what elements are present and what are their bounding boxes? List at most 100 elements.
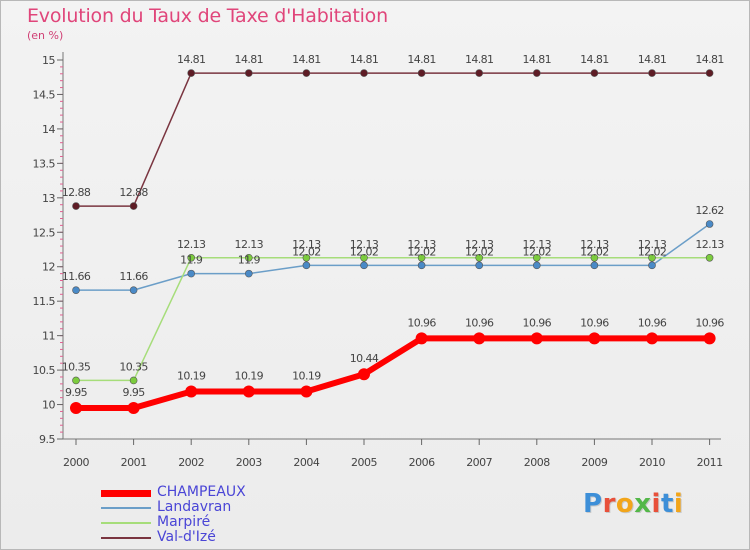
proxiti-logo: Proxiti (583, 489, 683, 519)
data-label: 11.9 (180, 254, 203, 267)
chart-title: Evolution du Taux de Taxe d'Habitation (27, 5, 388, 27)
series-line-marpiré (75, 257, 711, 382)
x-tick-label: 2009 (581, 456, 607, 469)
logo-letter: t (660, 489, 674, 519)
data-point (417, 261, 426, 270)
y-tick-label: 11 (42, 330, 55, 343)
data-point (532, 69, 541, 77)
data-point (242, 385, 255, 398)
data-point (705, 69, 714, 77)
data-point (70, 401, 82, 414)
x-tick-label: 2010 (639, 456, 665, 469)
data-point (475, 69, 484, 77)
data-label: 10.96 (523, 316, 552, 329)
data-label: 14.81 (350, 53, 379, 66)
data-point (187, 269, 195, 278)
data-label: 10.96 (407, 316, 436, 329)
data-label: 10.19 (235, 369, 264, 382)
data-label: 14.81 (407, 53, 436, 66)
x-tick-label: 2002 (178, 456, 204, 469)
data-point (415, 332, 428, 345)
data-point (72, 202, 80, 210)
y-tick-label: 15 (42, 54, 55, 67)
data-point (475, 261, 484, 270)
x-tick-label: 2011 (697, 456, 723, 469)
y-tick-label: 13.5 (33, 157, 56, 170)
x-tick-label: 2008 (524, 456, 550, 469)
data-point (129, 376, 138, 385)
data-label: 12.02 (523, 245, 552, 258)
data-label: 10.19 (177, 369, 206, 382)
data-label: 11.9 (238, 254, 261, 267)
data-point (532, 253, 541, 262)
x-tick-label: 2007 (466, 456, 492, 469)
data-point (187, 69, 195, 77)
y-tick-label: 10 (42, 399, 55, 412)
data-label: 12.02 (407, 245, 436, 258)
data-label: 10.19 (292, 369, 321, 382)
data-label: 12.13 (235, 238, 264, 251)
logo-letter: i (673, 489, 684, 519)
data-label: 12.88 (119, 186, 148, 199)
data-label: 12.02 (292, 245, 321, 258)
x-tick-label: 2001 (121, 456, 147, 469)
data-label: 14.81 (638, 53, 667, 66)
legend-label: Val-d'Izé (157, 529, 216, 545)
series-line-champeaux (73, 335, 713, 411)
data-label: 12.02 (638, 245, 667, 258)
data-point (590, 69, 599, 77)
data-point (300, 385, 313, 398)
chart-subtitle: (en %) (27, 29, 64, 42)
y-tick-label: 14.5 (33, 88, 56, 101)
x-tick-label: 2000 (63, 456, 89, 469)
series-line-landavran (75, 223, 711, 291)
data-point (648, 253, 656, 262)
y-tick-label: 12.5 (33, 226, 56, 239)
data-point (475, 253, 484, 262)
data-point (245, 253, 253, 262)
data-point (302, 253, 311, 262)
data-label: 12.02 (465, 245, 494, 258)
y-tick-label: 14 (42, 123, 55, 136)
data-label: 9.95 (123, 386, 146, 399)
data-label: 10.44 (350, 352, 379, 365)
data-point (302, 69, 311, 77)
legend-label: Marpiré (157, 514, 211, 530)
data-point (245, 69, 253, 77)
data-label: 12.13 (523, 238, 552, 251)
y-tick-label: 10.5 (33, 364, 56, 377)
data-point (646, 332, 658, 345)
data-label: 12.13 (465, 238, 494, 251)
data-point (590, 253, 599, 262)
data-label: 10.96 (465, 316, 494, 329)
series-line-val-d'izé (75, 72, 711, 207)
data-label: 14.81 (465, 53, 494, 66)
x-tick-label: 2006 (409, 456, 435, 469)
logo-letter: i (651, 489, 661, 519)
data-point (588, 332, 601, 345)
data-point (129, 286, 138, 294)
data-point (590, 261, 599, 270)
data-point (187, 253, 195, 262)
data-label: 9.95 (65, 386, 88, 399)
data-point (127, 401, 140, 414)
data-point (705, 220, 714, 228)
legend-swatch (101, 490, 151, 497)
data-point (358, 368, 370, 381)
legend-swatch (101, 507, 151, 509)
data-point (360, 261, 368, 270)
data-point (360, 69, 368, 77)
y-tick-label: 9.5 (39, 433, 55, 446)
data-label: 10.35 (62, 360, 91, 373)
data-point (360, 253, 368, 262)
x-tick-label: 2003 (236, 456, 262, 469)
data-label: 12.13 (695, 238, 724, 251)
data-label: 11.66 (119, 270, 148, 283)
data-point (72, 376, 80, 385)
data-label: 14.81 (292, 53, 321, 66)
data-point (703, 332, 716, 345)
data-point (129, 202, 138, 210)
logo-letter: r (602, 489, 616, 519)
